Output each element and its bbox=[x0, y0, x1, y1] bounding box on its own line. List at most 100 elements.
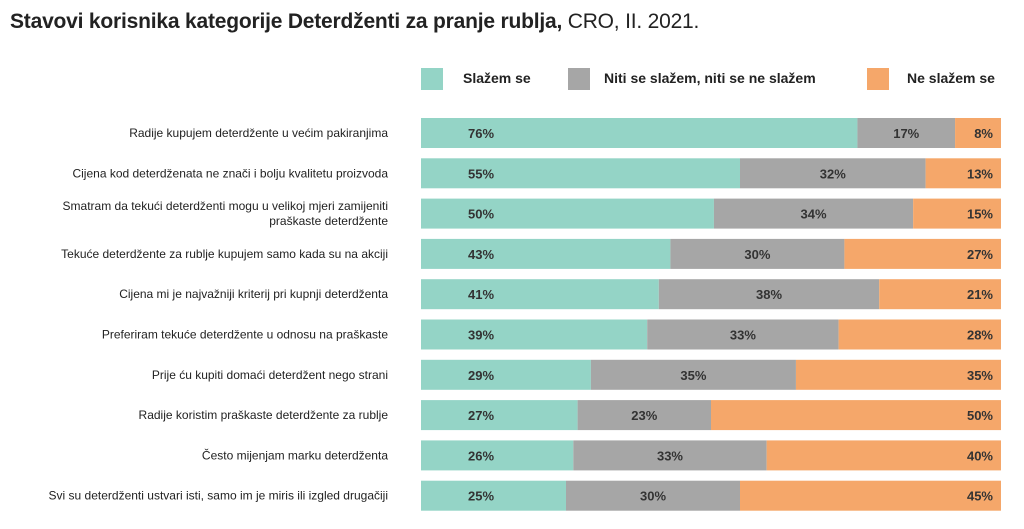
data-label-disagree: 28% bbox=[967, 328, 993, 343]
data-label-neutral: 34% bbox=[801, 207, 827, 222]
category-label-line: Često mijenjam marku deterdženta bbox=[202, 447, 388, 462]
data-label-agree: 43% bbox=[468, 247, 494, 262]
bar-segment-agree bbox=[421, 400, 578, 431]
category-label-line: Smatram da tekući deterdženti mogu u vel… bbox=[63, 199, 388, 213]
category-label-line: Radije kupujem deterdžente u većim pakir… bbox=[129, 126, 388, 140]
bar-segment-neutral bbox=[670, 238, 845, 269]
bar-row: Preferiram tekuće deterdžente u odnosu n… bbox=[102, 319, 1001, 350]
legend-label-agree: Slažem se bbox=[463, 70, 531, 86]
data-label-disagree: 13% bbox=[967, 166, 993, 181]
category-label: Tekuće deterdžente za rublje kupujem sam… bbox=[61, 247, 388, 261]
category-label-line: Svi su deterdženti ustvari isti, samo im… bbox=[49, 489, 388, 503]
data-label-neutral: 38% bbox=[756, 287, 782, 302]
data-label-agree: 41% bbox=[468, 287, 494, 302]
legend-label-disagree: Ne slažem se bbox=[907, 70, 995, 86]
category-label-line: Preferiram tekuće deterdžente u odnosu n… bbox=[102, 328, 388, 342]
data-label-neutral: 32% bbox=[820, 166, 846, 181]
bar-segment-agree bbox=[421, 440, 574, 471]
legend-swatch-neutral bbox=[568, 68, 590, 90]
category-label: Svi su deterdženti ustvari isti, samo im… bbox=[49, 489, 388, 503]
bar-segment-agree bbox=[421, 158, 740, 189]
data-label-disagree: 40% bbox=[967, 448, 993, 463]
bar-segment-neutral bbox=[857, 118, 956, 148]
bar-row: Smatram da tekući deterdženti mogu u vel… bbox=[63, 198, 1001, 229]
bar-segment-disagree bbox=[740, 480, 1001, 511]
data-label-agree: 55% bbox=[468, 166, 494, 181]
chart-title-sub: CRO, II. 2021. bbox=[567, 10, 700, 33]
category-label: Radije koristim praškaste deterdžente za… bbox=[139, 408, 389, 422]
category-label: Smatram da tekući deterdženti mogu u vel… bbox=[63, 199, 389, 228]
legend-label-neutral: Niti se slažem, niti se ne slažem bbox=[604, 70, 816, 86]
bar-segment-agree bbox=[421, 118, 858, 148]
chart-title-main: Stavovi korisnika kategorije Deterdženti… bbox=[10, 10, 563, 33]
bar-segment-disagree bbox=[711, 400, 1001, 431]
bar-segment-disagree bbox=[766, 440, 1001, 471]
data-label-disagree: 45% bbox=[967, 489, 993, 504]
bar-segment-disagree bbox=[925, 158, 1001, 189]
bar-segment-disagree bbox=[879, 279, 1001, 310]
bar-segment-agree bbox=[421, 238, 671, 269]
bar-segment-agree bbox=[421, 198, 714, 229]
bar-segment-neutral bbox=[658, 279, 880, 310]
category-label: Prije ću kupiti domaći deterdžent nego s… bbox=[152, 368, 388, 382]
bar-segment-neutral bbox=[647, 319, 839, 350]
data-label-agree: 27% bbox=[468, 408, 494, 423]
data-label-neutral: 23% bbox=[631, 408, 657, 423]
data-label-neutral: 17% bbox=[893, 126, 919, 141]
bar-segment-neutral bbox=[573, 440, 767, 471]
data-label-agree: 76% bbox=[468, 126, 494, 141]
bar-row: Prije ću kupiti domaći deterdžent nego s… bbox=[152, 359, 1001, 390]
bar-row: Cijena mi je najvažniji kriterij pri kup… bbox=[119, 279, 1001, 310]
bar-segment-neutral bbox=[740, 158, 926, 189]
bar-row: Tekuće deterdžente za rublje kupujem sam… bbox=[61, 238, 1001, 269]
bar-segment-neutral bbox=[566, 480, 740, 511]
bar-segment-neutral bbox=[577, 400, 711, 431]
category-label-line: Cijena kod deterdženata ne znači i bolju… bbox=[72, 166, 388, 180]
bar-segment-agree bbox=[421, 359, 591, 390]
category-label: Cijena mi je najvažniji kriterij pri kup… bbox=[119, 287, 388, 301]
data-label-agree: 26% bbox=[468, 448, 494, 463]
data-label-neutral: 30% bbox=[640, 489, 666, 504]
category-label: Preferiram tekuće deterdžente u odnosu n… bbox=[102, 328, 388, 342]
bar-row: Svi su deterdženti ustvari isti, samo im… bbox=[49, 480, 1001, 511]
category-label: Često mijenjam marku deterdženta bbox=[202, 447, 388, 462]
data-label-disagree: 21% bbox=[967, 287, 993, 302]
legend-swatch-disagree bbox=[867, 68, 889, 90]
category-label-line: Tekuće deterdžente za rublje kupujem sam… bbox=[61, 247, 388, 261]
bar-segment-neutral bbox=[590, 359, 796, 390]
data-label-neutral: 33% bbox=[730, 328, 756, 343]
category-label: Cijena kod deterdženata ne znači i bolju… bbox=[72, 166, 388, 180]
bar-segment-agree bbox=[421, 480, 566, 511]
bar-segment-disagree bbox=[955, 118, 1001, 148]
category-label-line: Cijena mi je najvažniji kriterij pri kup… bbox=[119, 287, 388, 301]
data-label-disagree: 15% bbox=[967, 207, 993, 222]
legend-swatch-agree bbox=[421, 68, 443, 90]
category-label-line: Radije koristim praškaste deterdžente za… bbox=[139, 408, 389, 422]
data-label-neutral: 33% bbox=[657, 448, 683, 463]
data-label-agree: 29% bbox=[468, 368, 494, 383]
bar-row: Često mijenjam marku deterdženta 26% 33% 40… bbox=[202, 440, 1001, 471]
category-label: Radije kupujem deterdžente u većim pakir… bbox=[129, 126, 388, 140]
chart-title: Stavovi korisnika kategorije Deterdženti… bbox=[10, 10, 699, 34]
bar-row: Radije koristim praškaste deterdžente za… bbox=[139, 400, 1001, 431]
bar-segment-disagree bbox=[844, 238, 1001, 269]
data-label-agree: 39% bbox=[468, 328, 494, 343]
bar-segment-agree bbox=[421, 279, 659, 310]
data-label-agree: 50% bbox=[468, 207, 494, 222]
data-label-neutral: 35% bbox=[680, 368, 706, 383]
data-label-disagree: 27% bbox=[967, 247, 993, 262]
bar-row: Radije kupujem deterdžente u većim pakir… bbox=[129, 118, 1001, 148]
data-label-disagree: 8% bbox=[974, 126, 993, 141]
bar-segment-agree bbox=[421, 319, 648, 350]
category-label-line: praškaste deterdžente bbox=[269, 214, 388, 228]
bar-row: Cijena kod deterdženata ne znači i bolju… bbox=[72, 158, 1001, 189]
category-label-line: Prije ću kupiti domaći deterdžent nego s… bbox=[152, 368, 388, 382]
data-label-neutral: 30% bbox=[744, 247, 770, 262]
bar-segment-disagree bbox=[838, 319, 1001, 350]
bar-segment-neutral bbox=[713, 198, 914, 229]
data-label-disagree: 50% bbox=[967, 408, 993, 423]
bar-segment-disagree bbox=[795, 359, 1001, 390]
bar-segment-disagree bbox=[913, 198, 1001, 229]
data-label-disagree: 35% bbox=[967, 368, 993, 383]
